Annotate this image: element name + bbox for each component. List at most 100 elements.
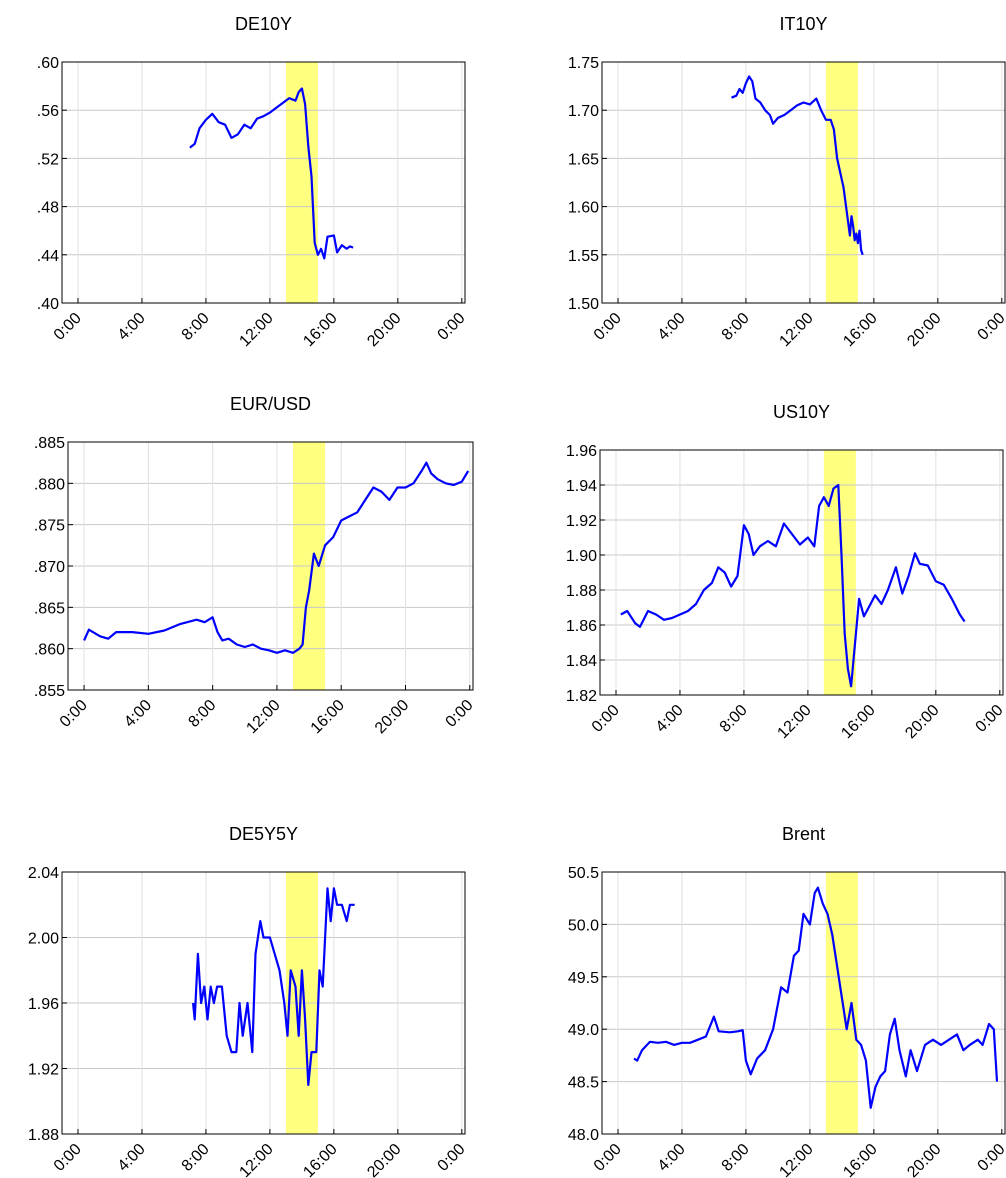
x-tick-label: 8:00 (179, 1141, 213, 1175)
x-tick-label: 20:00 (364, 1141, 404, 1178)
y-tick-label: 1.65 (568, 151, 599, 168)
x-tick-label: 0:00 (51, 1141, 85, 1175)
x-tick-label: 12:00 (236, 310, 276, 350)
x-tick-label: 20:00 (904, 1141, 944, 1178)
chart-title: DE5Y5Y (229, 824, 298, 844)
y-tick-label: .44 (37, 248, 59, 265)
y-tick-label: 1.86 (566, 618, 597, 635)
x-tick-label: 4:00 (115, 310, 149, 344)
y-tick-label: .885 (34, 435, 65, 452)
y-tick-label: 1.92 (28, 1062, 59, 1079)
data-line (620, 483, 966, 688)
x-tick-label: 0:00 (435, 1141, 469, 1175)
x-tick-label: 0:00 (973, 702, 1006, 736)
x-tick-label: 0:00 (57, 697, 91, 731)
y-tick-label: .40 (37, 296, 59, 313)
plot-frame (67, 441, 474, 691)
plot-frame (61, 871, 466, 1135)
data-line (83, 461, 470, 654)
y-tick-label: .855 (34, 683, 65, 700)
y-tick-label: 49.0 (568, 1022, 599, 1039)
x-tick-label: 20:00 (902, 702, 942, 742)
x-tick-label: 16:00 (300, 1141, 340, 1178)
y-tick-label: 50.5 (568, 865, 599, 882)
y-tick-label: 49.5 (568, 970, 599, 987)
data-line (633, 886, 999, 1109)
y-tick-label: 1.96 (566, 443, 597, 460)
x-tick-label: 12:00 (236, 1141, 276, 1178)
chart-title: US10Y (773, 402, 830, 422)
y-tick-label: 1.88 (566, 583, 597, 600)
y-tick-label: 1.92 (566, 513, 597, 530)
x-tick-label: 0:00 (589, 702, 623, 736)
plot-frame (601, 871, 1006, 1135)
x-tick-label: 8:00 (185, 697, 219, 731)
data-line (731, 75, 864, 256)
x-tick-label: 0:00 (975, 1141, 1006, 1175)
y-tick-label: 1.84 (566, 653, 597, 670)
chart-title: IT10Y (779, 14, 827, 34)
y-tick-label: .860 (34, 642, 65, 659)
y-tick-label: 48.5 (568, 1075, 599, 1092)
x-tick-label: 0:00 (591, 1141, 625, 1175)
plot-frame (61, 61, 466, 304)
y-tick-label: 1.75 (568, 55, 599, 72)
y-tick-label: .56 (37, 103, 59, 120)
chart-title: Brent (782, 824, 825, 844)
x-tick-label: 0:00 (975, 310, 1006, 344)
y-tick-label: 1.90 (566, 548, 597, 565)
y-tick-label: 1.70 (568, 103, 599, 120)
y-tick-label: 1.94 (566, 478, 597, 495)
x-tick-label: 4:00 (653, 702, 687, 736)
x-tick-label: 8:00 (719, 310, 753, 344)
x-tick-label: 8:00 (719, 1141, 753, 1175)
y-tick-label: 1.50 (568, 296, 599, 313)
x-tick-label: 16:00 (840, 310, 880, 350)
x-tick-label: 20:00 (904, 310, 944, 350)
plot-frame (599, 449, 1004, 696)
x-tick-label: 20:00 (372, 697, 412, 737)
data-line (189, 87, 354, 260)
y-tick-label: 1.60 (568, 200, 599, 217)
x-tick-label: 0:00 (591, 310, 625, 344)
x-tick-label: 20:00 (364, 310, 404, 350)
y-tick-label: .880 (34, 476, 65, 493)
plot-frame (601, 61, 1006, 304)
y-tick-label: .875 (34, 518, 65, 535)
y-tick-label: 1.96 (28, 996, 59, 1013)
x-tick-label: 12:00 (776, 310, 816, 350)
x-tick-label: 8:00 (179, 310, 213, 344)
x-tick-label: 4:00 (655, 310, 689, 344)
x-tick-label: 8:00 (717, 702, 751, 736)
x-tick-label: 0:00 (435, 310, 469, 344)
highlight-band (823, 450, 856, 695)
x-tick-label: 0:00 (443, 697, 477, 731)
y-tick-label: 2.04 (28, 865, 59, 882)
x-tick-label: 16:00 (840, 1141, 880, 1178)
y-tick-label: .870 (34, 559, 65, 576)
x-tick-label: 12:00 (243, 697, 283, 737)
x-tick-label: 12:00 (776, 1141, 816, 1178)
y-tick-label: .865 (34, 600, 65, 617)
x-tick-label: 4:00 (121, 697, 155, 731)
y-tick-label: 1.55 (568, 248, 599, 265)
x-tick-label: 4:00 (115, 1141, 149, 1175)
x-tick-label: 4:00 (655, 1141, 689, 1175)
y-tick-label: 50.0 (568, 917, 599, 934)
y-tick-label: 48.0 (568, 1127, 599, 1144)
chart-title: DE10Y (235, 14, 292, 34)
x-tick-label: 16:00 (838, 702, 878, 742)
x-tick-label: 16:00 (308, 697, 348, 737)
y-tick-label: .48 (37, 200, 59, 217)
y-tick-label: 1.82 (566, 688, 597, 705)
x-tick-label: 0:00 (51, 310, 85, 344)
y-tick-label: .60 (37, 55, 59, 72)
y-tick-label: 1.88 (28, 1127, 59, 1144)
data-line (192, 887, 355, 1086)
x-tick-label: 12:00 (774, 702, 814, 742)
x-tick-label: 16:00 (300, 310, 340, 350)
chart-title: EUR/USD (230, 394, 311, 414)
y-tick-label: .52 (37, 151, 59, 168)
